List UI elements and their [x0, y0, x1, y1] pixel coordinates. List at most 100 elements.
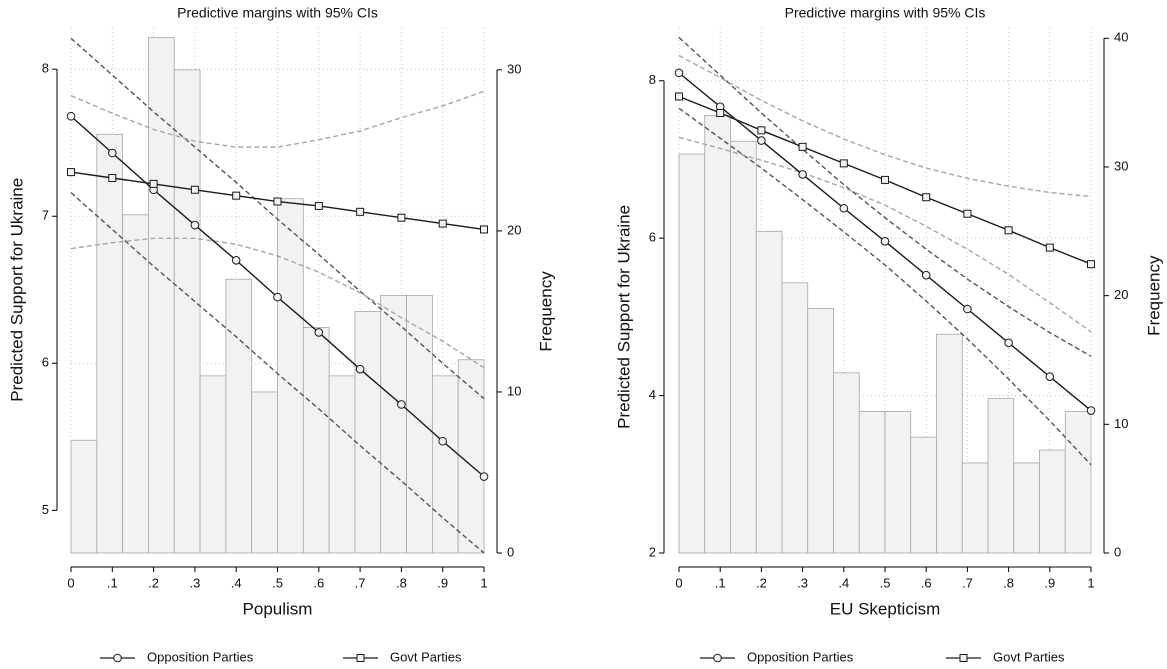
- legend-item: Opposition Parties: [700, 649, 854, 664]
- ci-line: [678, 36, 1092, 357]
- chart-title: Predictive margins with 95% CIs: [785, 5, 986, 21]
- circle-marker: [1004, 338, 1013, 348]
- histogram-bar: [833, 372, 860, 554]
- ci-line: [70, 90, 485, 148]
- square-marker: [356, 654, 365, 662]
- histogram-bar: [328, 375, 356, 554]
- circle-marker: [231, 256, 241, 265]
- square-marker: [108, 174, 117, 182]
- square-marker: [959, 654, 968, 662]
- histogram-bar: [961, 462, 989, 554]
- square-marker: [314, 201, 323, 210]
- ci-line: [70, 192, 485, 554]
- x-tick-label: .4: [838, 575, 849, 590]
- legend-label: Govt Parties: [993, 649, 1065, 664]
- histogram-bar: [807, 308, 834, 554]
- circle-marker: [713, 653, 722, 663]
- x-tick-label: .7: [962, 575, 973, 590]
- y-tick-label: 8: [649, 72, 656, 87]
- histogram-bar: [678, 153, 706, 554]
- circle-marker: [438, 436, 448, 446]
- square-marker: [1087, 260, 1095, 269]
- legend-item: Opposition Parties: [100, 649, 254, 664]
- y2-tick-label: 0: [507, 544, 514, 559]
- histogram-bar: [70, 439, 98, 554]
- legend-label: Opposition Parties: [147, 649, 254, 664]
- circle-marker: [798, 170, 807, 179]
- y-tick-label: 4: [649, 387, 656, 402]
- panel: 2 4 6 8 0 10 20 30 40 0 .1 .2 .3 .4 .5 .6 .7 .8 .9 1 Predict…: [614, 5, 1163, 665]
- square-marker: [881, 175, 889, 184]
- y-axis-title: Predicted Support for Ukraine: [7, 178, 26, 402]
- x-tick-label: .5: [880, 575, 891, 590]
- square-marker: [232, 191, 241, 200]
- x-tick-label: 0: [675, 575, 682, 590]
- x-tick-label: .8: [396, 575, 407, 590]
- circle-marker: [880, 237, 890, 246]
- y-tick-label: 6: [42, 355, 49, 370]
- circle-marker: [1045, 372, 1055, 381]
- ci-line: [678, 136, 1092, 333]
- y-tick-label: 8: [42, 61, 49, 76]
- x-tick-label: .5: [272, 575, 283, 590]
- histogram-bar: [1013, 462, 1040, 554]
- circle-marker: [113, 653, 122, 663]
- square-marker: [356, 207, 365, 216]
- histogram-bar: [781, 282, 809, 554]
- circle-marker: [479, 472, 489, 481]
- circle-marker: [1086, 406, 1096, 415]
- square-marker: [480, 225, 488, 234]
- square-marker: [149, 179, 158, 188]
- histogram-bar: [431, 375, 459, 554]
- legend-item: Govt Parties: [343, 649, 462, 664]
- square-marker: [67, 168, 75, 177]
- histogram-bar: [302, 327, 330, 554]
- circle-marker: [963, 304, 972, 314]
- y2-tick-label: 10: [507, 383, 521, 398]
- ci-line: [678, 107, 1092, 466]
- legend-item: Govt Parties: [946, 649, 1065, 664]
- y2-axis-title: Frequency: [1144, 255, 1163, 336]
- x-tick-label: .8: [1003, 575, 1014, 590]
- x-tick-label: .9: [437, 575, 448, 590]
- y2-tick-label: 20: [1114, 287, 1128, 302]
- square-marker: [1045, 243, 1054, 252]
- circle-marker: [314, 328, 324, 337]
- square-marker: [190, 185, 199, 194]
- histogram-bar: [277, 198, 304, 554]
- y2-tick-label: 30: [1114, 158, 1128, 173]
- histogram-bar: [704, 115, 731, 554]
- y-tick-label: 7: [42, 208, 49, 223]
- square-marker: [1004, 226, 1013, 235]
- x-tick-label: 1: [1087, 575, 1094, 590]
- circle-marker: [355, 364, 365, 374]
- ci-line: [70, 237, 485, 369]
- x-tick-label: .3: [189, 575, 200, 590]
- histogram-bar: [251, 391, 278, 554]
- circle-marker: [66, 111, 76, 121]
- legend-label: Govt Parties: [390, 649, 462, 664]
- x-axis-title: EU Skepticism: [830, 599, 941, 618]
- circle-marker: [839, 203, 849, 213]
- histogram-bar: [858, 411, 886, 554]
- square-marker: [438, 219, 447, 228]
- square-marker: [397, 213, 406, 222]
- histogram-bar: [354, 311, 382, 554]
- y2-tick-label: 0: [1114, 544, 1121, 559]
- x-tick-label: .2: [148, 575, 159, 590]
- square-marker: [716, 109, 725, 118]
- x-tick-label: .4: [231, 575, 242, 590]
- ci-line: [678, 54, 1092, 198]
- ci-line: [70, 37, 485, 400]
- y2-tick-label: 30: [507, 61, 521, 76]
- histogram-bar: [173, 69, 201, 554]
- panel: 5 6 7 8 0 10 20 30 0 .1 .2 .3 .4 .5 .6 .7 .8 .9 1 Predictiv…: [7, 5, 555, 665]
- circle-marker: [190, 220, 200, 230]
- circle-marker: [921, 270, 931, 280]
- legend-label: Opposition Parties: [747, 649, 854, 664]
- x-tick-label: .1: [715, 575, 726, 590]
- x-tick-label: 0: [67, 575, 74, 590]
- y-tick-label: 6: [649, 230, 656, 245]
- y2-axis-title: Frequency: [536, 271, 555, 352]
